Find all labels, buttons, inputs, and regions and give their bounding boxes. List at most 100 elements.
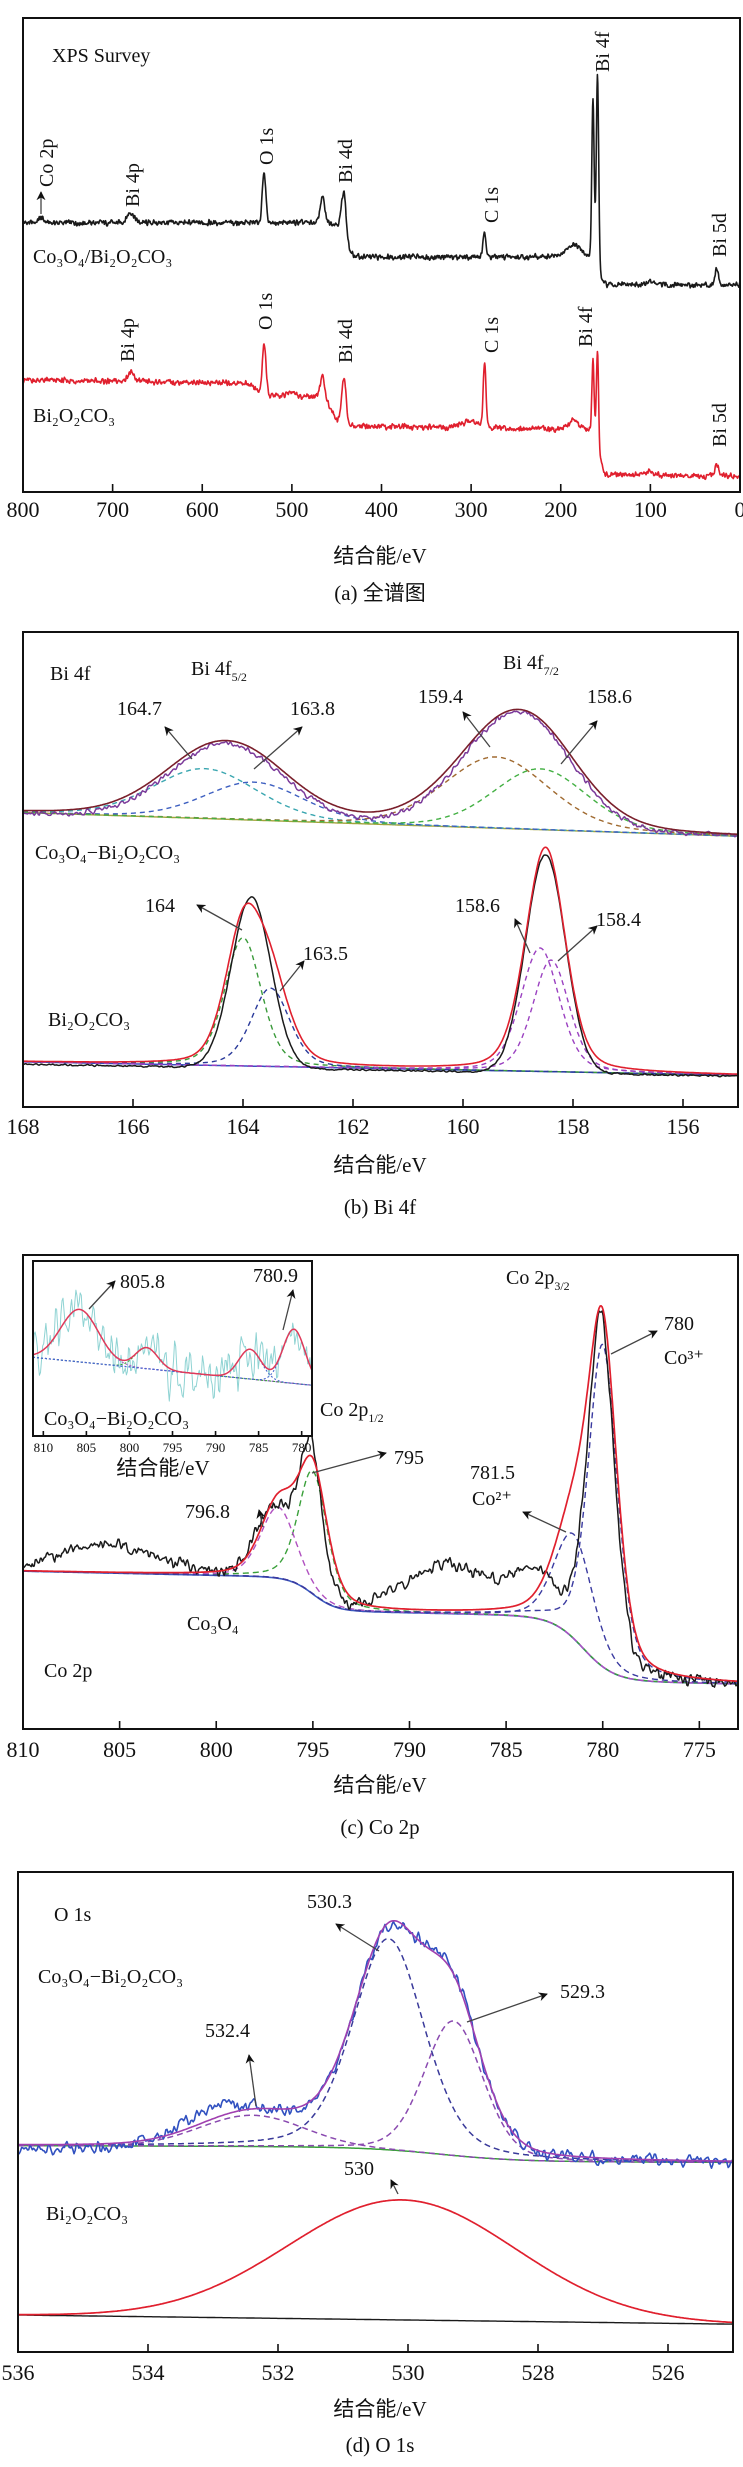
peak-value-164: 164 (145, 895, 175, 917)
panel-b-title: Bi 4f (50, 663, 91, 685)
panel-c-frame (22, 1254, 739, 1730)
sample-label-co3o4-bi2o2co3: Co₃O₄/Bi₂O₂CO₃ (33, 246, 172, 268)
series-158-6-component (23, 947, 738, 1076)
series-co3o4-bi2o2co3-survey (23, 73, 740, 289)
x-tick-label: 530 (392, 2360, 425, 2385)
panel-a-survey: 800 700 600 500 400 300 200 100 0 XPS Survey Co₃… (7, 17, 743, 605)
x-tick-label: 528 (522, 2360, 555, 2385)
peak-value-781-5: 781.5 (470, 1462, 515, 1484)
panel-a-x-axis: 800 700 600 500 400 300 200 100 0 (7, 484, 743, 522)
x-tick-label: 780 (586, 1737, 619, 1762)
arrow-781-5 (522, 1511, 567, 1533)
peak-label-co-2p: Co 2p (36, 139, 58, 187)
arrow-164-7 (164, 726, 193, 760)
panel-a-caption: (a) 全谱图 (334, 581, 426, 605)
x-tick-label: 536 (2, 2360, 35, 2385)
series-780-9-component (33, 1328, 312, 1381)
x-tick-label: 534 (132, 2360, 165, 2385)
arrow-158-6 (560, 720, 598, 765)
x-tick-label: 810 (7, 1737, 40, 1762)
peak-label-bi-4p: Bi 4p (117, 318, 139, 362)
series-798-component (33, 1347, 312, 1386)
x-tick-label: 160 (447, 1114, 480, 1139)
series-532-4-component (18, 2114, 733, 2164)
peak-label-o-1s: O 1s (255, 293, 277, 330)
arrow-532-4 (245, 2054, 257, 2107)
series-top-fit (18, 1920, 733, 2162)
peak-value-164-7: 164.7 (117, 698, 162, 720)
arrow-164 (196, 904, 243, 931)
x-tick-label: 200 (544, 497, 577, 522)
x-tick-label: 790 (393, 1737, 426, 1762)
x-tick-label: 156 (667, 1114, 700, 1139)
peak-value-158-4: 158.4 (596, 909, 641, 931)
panel-d-plot (18, 1920, 733, 2325)
series-163-8-component (23, 781, 738, 837)
inset-plot (33, 1289, 312, 1402)
panel-b-plot (23, 708, 738, 1078)
x-tick-label: 500 (275, 497, 308, 522)
panel-a-plot (23, 73, 740, 481)
sample-label-bi2o2co3: Bi₂O₂CO₃ (48, 1009, 130, 1031)
panel-a-title: XPS Survey (52, 45, 150, 67)
arrow-796-8 (256, 1509, 266, 1528)
x-tick-label: 795 (296, 1737, 329, 1762)
peak-value-530: 530 (344, 2158, 374, 2180)
peak-label-bi-4d: Bi 4d (335, 139, 357, 183)
label-co2-plus: Co²⁺ (472, 1488, 512, 1510)
x-tick-label: 0 (735, 497, 743, 522)
x-tick-label: 400 (365, 497, 398, 522)
inset-peak-value-780-9: 780.9 (253, 1265, 298, 1287)
arrow-158-6 (514, 918, 531, 954)
peak-value-529-3: 529.3 (560, 1981, 605, 2003)
series-529-3-component (18, 2020, 733, 2163)
peak-value-158-6: 158.6 (455, 895, 500, 917)
x-tick-label: 700 (96, 497, 129, 522)
x-tick-label: 600 (186, 497, 219, 522)
peak-value-795: 795 (394, 1447, 424, 1469)
series-top-data (18, 1920, 733, 2169)
series-inset-data (33, 1289, 312, 1402)
x-tick-label: 166 (117, 1114, 150, 1139)
series-164-component (23, 937, 738, 1076)
arrow-529-3 (466, 1992, 548, 2023)
peak-label-bi-5d: Bi 5d (709, 403, 731, 447)
series-inset-fit (33, 1308, 312, 1377)
x-tick-label: 158 (557, 1114, 590, 1139)
x-tick-label: 805 (103, 1737, 136, 1762)
series-159-4-component (23, 756, 738, 837)
peak-label-bi-4f: Bi 4f (592, 31, 614, 72)
sample-label-co3o4-bi2o2co3: Co₃O₄−Bi₂O₂CO₃ (38, 1966, 183, 1988)
label-co-2p-1-2: Co 2p1/2 (320, 1399, 384, 1425)
panel-b-caption: (b) Bi 4f (344, 1195, 416, 1219)
sample-label-bi2o2co3: Bi₂O₂CO₃ (46, 2203, 128, 2225)
panel-c-title: Co 2p (44, 1660, 92, 1682)
x-tick-label: 785 (490, 1737, 523, 1762)
x-tick-label: 526 (652, 2360, 685, 2385)
inset-arrow-805-8 (88, 1280, 116, 1310)
arrow-795 (311, 1450, 387, 1474)
inset-peak-value-805-8: 805.8 (120, 1271, 165, 1293)
panel-c-x-axis: 810 805 800 795 790 785 780 775 (7, 1721, 716, 1762)
x-tick-label: 532 (262, 2360, 295, 2385)
x-tick-label: 800 (200, 1737, 233, 1762)
x-tick-label: 800 (7, 497, 40, 522)
x-tick-label: 100 (634, 497, 667, 522)
x-tick-label: 164 (227, 1114, 260, 1139)
inset-arrow-780-9 (282, 1289, 296, 1331)
panel-b-x-axis: 168 166 164 162 160 158 156 (7, 1099, 700, 1139)
series-data (23, 1310, 738, 1688)
inset-sample-label: Co₃O₄−Bi₂O₂CO₃ (44, 1408, 189, 1430)
peak-value-532-4: 532.4 (205, 2020, 250, 2042)
series-158-4-component (23, 959, 738, 1076)
peak-label-c-1s: C 1s (481, 187, 503, 223)
peak-value-159-4: 159.4 (418, 686, 463, 708)
peak-value-158-6: 158.6 (587, 686, 632, 708)
x-tick-label: 790 (206, 1440, 226, 1455)
x-tick-label: 795 (163, 1440, 183, 1455)
inset-x-axis: 810 805 800 795 790 785 780 (34, 1431, 311, 1455)
peak-value-780: 780 (664, 1313, 694, 1335)
series-bottom-data (23, 854, 738, 1078)
panel-c-x-label: 结合能/eV (333, 1773, 426, 1797)
